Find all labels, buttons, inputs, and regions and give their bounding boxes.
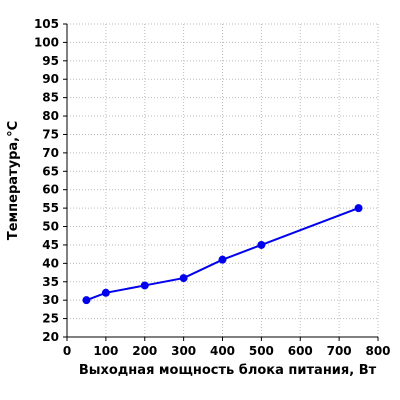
data-point (218, 255, 227, 264)
y-tick-label: 50 (42, 220, 59, 234)
data-point (179, 274, 188, 283)
y-tick-label: 95 (42, 54, 59, 68)
y-tick-label: 25 (42, 312, 59, 326)
data-point (140, 281, 149, 290)
x-tick-label: 200 (132, 344, 157, 358)
y-tick-label: 105 (34, 17, 59, 31)
x-axis-title: Выходная мощность блока питания, Вт (79, 363, 377, 378)
y-tick-label: 35 (42, 275, 59, 289)
x-tick-label: 300 (171, 344, 196, 358)
series-line (86, 207, 359, 302)
x-tick-label: 500 (249, 344, 274, 358)
y-tick-label: 60 (42, 183, 59, 197)
y-axis-title: Температура,°C (6, 121, 21, 240)
x-tick-label: 700 (327, 344, 352, 358)
y-tick-label: 45 (42, 238, 59, 252)
tick-labels: 0 100 200 300 400 500 600 700 800 20 25 30 35 40 45 50 5… (34, 17, 391, 358)
y-tick-label: 65 (42, 164, 59, 178)
data-point (354, 204, 363, 213)
y-tick-label: 85 (42, 91, 59, 105)
x-tick-label: 600 (288, 344, 313, 358)
y-tick-label: 30 (42, 293, 59, 307)
x-tick-label: 0 (63, 344, 71, 358)
x-tick-label: 400 (210, 344, 235, 358)
y-tick-label: 20 (42, 330, 59, 344)
data-point (257, 240, 266, 249)
grid (67, 23, 379, 337)
y-tick-label: 40 (42, 256, 59, 270)
data-point (101, 288, 110, 297)
y-tick-label: 100 (34, 35, 59, 49)
axes (63, 23, 379, 341)
y-tick-label: 55 (42, 201, 59, 215)
series-layer (82, 204, 363, 305)
data-point (82, 296, 91, 305)
y-tick-label: 80 (42, 109, 59, 123)
y-tick-label: 75 (42, 127, 59, 141)
x-tick-label: 100 (93, 344, 118, 358)
x-tick-label: 800 (365, 344, 390, 358)
y-tick-label: 90 (42, 72, 59, 86)
y-tick-label: 70 (42, 146, 59, 160)
